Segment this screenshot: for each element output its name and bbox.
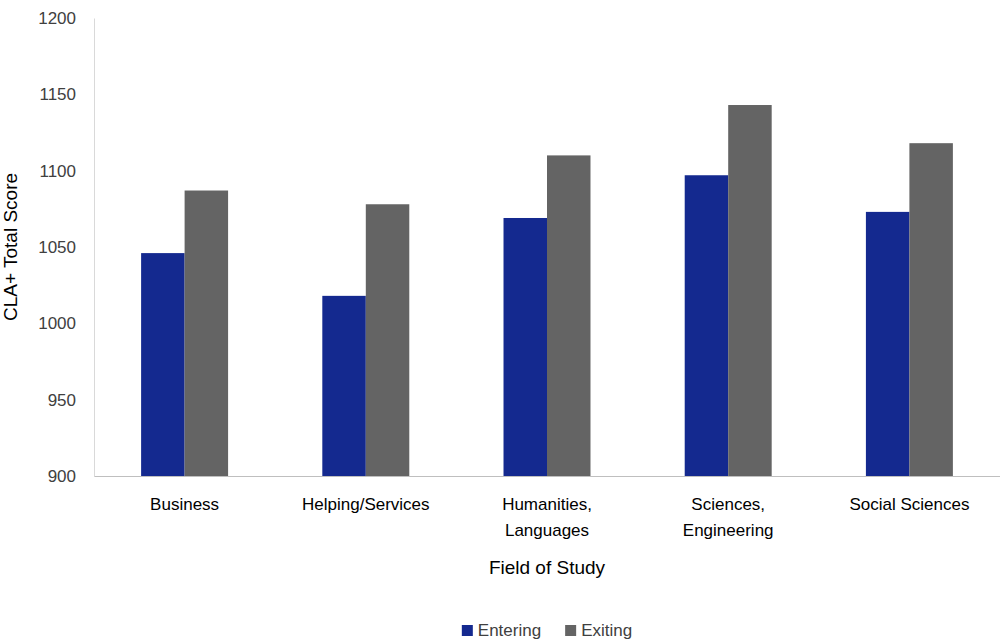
y-tick-label: 1000	[38, 314, 76, 333]
x-tick-label: Humanities,Languages	[502, 495, 592, 540]
legend-label: Exiting	[581, 621, 632, 640]
x-tick-label: Business	[150, 495, 219, 514]
x-axis-title: Field of Study	[489, 557, 606, 578]
y-tick-label: 1150	[39, 85, 76, 104]
y-tick: 1050	[38, 238, 94, 257]
y-tick: 1100	[39, 162, 94, 181]
bar	[141, 253, 184, 476]
x-axis-line	[95, 476, 1000, 477]
y-axis: 900 950 1000 1050 1100 1150 1200	[38, 9, 94, 486]
x-tick: Sciences,Engineering	[683, 495, 774, 540]
y-axis-line	[94, 19, 95, 477]
y-tick-label: 900	[48, 467, 76, 486]
legend-label: Entering	[478, 621, 541, 640]
legend: Entering Exiting	[462, 621, 632, 640]
x-tick-label: Helping/Services	[302, 495, 430, 514]
y-tick: 1150	[39, 85, 94, 104]
y-tick: 900	[48, 467, 94, 486]
chart: 900 950 1000 1050 1100 1150 1200 Business Helpin…	[0, 0, 1000, 641]
y-tick-label: 950	[48, 391, 76, 410]
y-tick: 1200	[38, 9, 94, 28]
plot: 900 950 1000 1050 1100 1150 1200 Business Helpin…	[38, 9, 1000, 540]
legend-swatch	[462, 625, 473, 636]
bar	[366, 204, 409, 476]
x-tick: Social Sciences	[849, 495, 969, 514]
x-tick: Business	[150, 495, 219, 514]
y-tick: 1000	[38, 314, 94, 333]
bars	[141, 105, 953, 476]
bar	[185, 191, 228, 476]
bar	[866, 212, 909, 476]
bar	[728, 105, 771, 476]
legend-item: Entering	[462, 621, 541, 640]
x-tick: Humanities,Languages	[502, 495, 592, 540]
x-tick-label: Sciences,Engineering	[683, 495, 774, 540]
bar	[322, 296, 365, 476]
bar	[504, 218, 547, 476]
y-tick-label: 1050	[38, 238, 76, 257]
legend-item: Exiting	[565, 621, 632, 640]
bar	[547, 155, 590, 476]
legend-swatch	[565, 625, 576, 636]
x-tick: Helping/Services	[302, 495, 430, 514]
y-tick: 950	[48, 391, 94, 410]
x-axis: Business Helping/Services Humanities,Langu…	[95, 477, 1000, 540]
y-tick-label: 1200	[38, 9, 76, 28]
bar	[685, 175, 728, 476]
x-tick-label: Social Sciences	[849, 495, 969, 514]
y-tick-label: 1100	[39, 162, 76, 181]
bar	[909, 143, 952, 476]
y-axis-title: CLA+ Total Score	[0, 173, 21, 321]
